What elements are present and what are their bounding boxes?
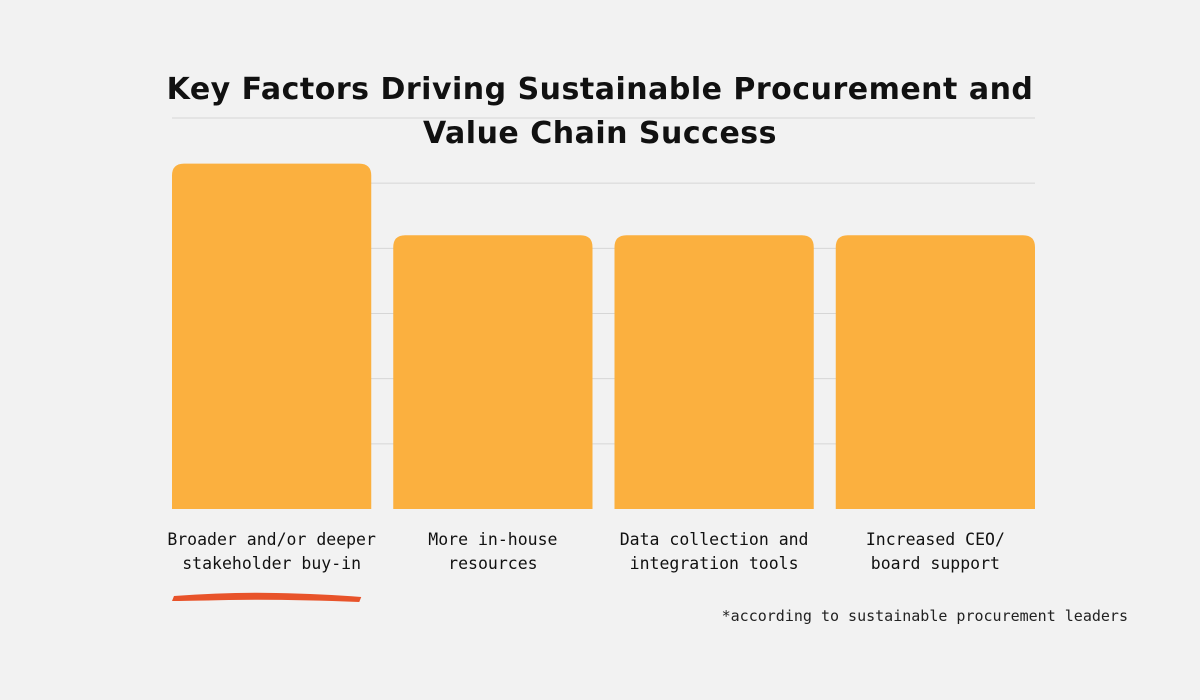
bar-3 [614,235,814,510]
bar-4 [835,235,1035,510]
highlight-underline [172,592,362,602]
bar-2 [393,235,593,510]
category-label-4-line-2: board support [871,554,1000,573]
category-label-1-line-2: stakeholder buy-in [182,554,361,573]
category-label-2-line-1: More in-house [428,530,557,549]
category-label-3-line-2: integration tools [630,554,799,573]
category-label-4-line-1: Increased CEO/ [866,530,1005,549]
bar-1 [172,163,372,509]
category-label-1-line-1: Broader and/or deeper [167,530,376,549]
chart-title: Key Factors Driving Sustainable Procurem… [166,72,1034,151]
footnote: *according to sustainable procurement le… [721,607,1128,625]
category-label-3-line-1: Data collection and [620,530,809,549]
category-label-2-line-2: resources [448,554,537,573]
